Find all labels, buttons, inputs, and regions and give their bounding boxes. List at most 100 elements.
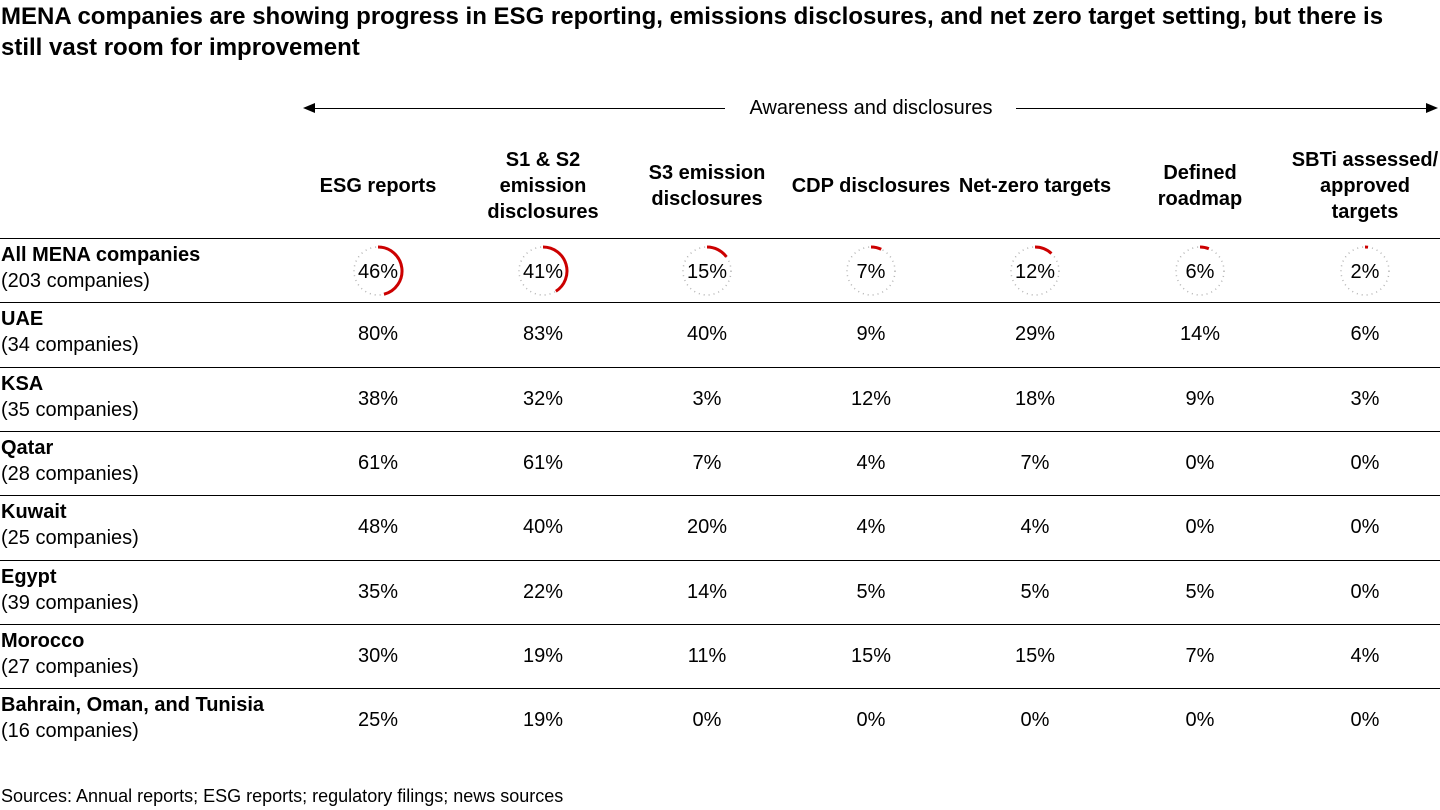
- cell-value: 5%: [1020, 580, 1050, 603]
- cell-value: 0%: [1350, 709, 1380, 732]
- row-sublabel: (28 companies): [1, 462, 139, 485]
- cell-value: 80%: [357, 323, 399, 346]
- arrow-left-icon: [303, 103, 315, 113]
- row-name: UAE: [1, 308, 44, 331]
- cell-value: 0%: [1185, 516, 1215, 539]
- cell-value: 30%: [357, 644, 399, 667]
- cell-value: 4%: [1350, 644, 1380, 667]
- gauge-track: [1010, 246, 1060, 296]
- row-label-all-mena-companies: All MENA companies (203 companies): [1, 242, 200, 294]
- row-name: Qatar: [1, 436, 54, 459]
- row-name: All MENA companies: [1, 244, 201, 266]
- row-divider: [0, 495, 1440, 497]
- row-label-uae: UAE (34 companies): [1, 306, 139, 358]
- row-divider: [0, 559, 1440, 561]
- column-header-esg-reports: ESG reports: [319, 175, 437, 197]
- cell-value: 0%: [692, 709, 722, 732]
- gauge-esg-reports: 46%: [353, 245, 404, 296]
- gauge-track: [846, 246, 896, 296]
- cell-value: 7%: [692, 451, 722, 474]
- row-divider: [0, 688, 1440, 690]
- gauge-cdp-disclosures: 7%: [846, 245, 896, 296]
- gauge-s1-s2-emission-disclosures: 41%: [518, 245, 569, 296]
- cell-value: 0%: [856, 709, 886, 732]
- row-label-qatar: Qatar (28 companies): [1, 435, 139, 487]
- cell-value: 14%: [1179, 323, 1221, 346]
- cell-value: 18%: [1014, 387, 1056, 410]
- cell-value: 48%: [357, 516, 399, 539]
- cell-value: 6%: [1186, 261, 1215, 283]
- column-header-sbti-assessed-approved-targets: SBTi assessed/ approved targets: [1291, 149, 1439, 223]
- column-group-label: Awareness and disclosures: [749, 97, 993, 119]
- cell-value: 0%: [1350, 451, 1380, 474]
- row-label-morocco: Morocco (27 companies): [1, 628, 139, 680]
- cell-value: 25%: [357, 709, 399, 732]
- arrow-right-icon: [1426, 103, 1438, 113]
- cell-value: 3%: [692, 387, 722, 410]
- cell-value: 15%: [687, 261, 727, 283]
- cell-value: 83%: [522, 323, 564, 346]
- cell-value: 35%: [357, 580, 399, 603]
- gauge-arc: [870, 245, 882, 251]
- cell-value: 11%: [687, 644, 727, 667]
- cell-value: 40%: [686, 323, 728, 346]
- row-sublabel: (35 companies): [1, 398, 139, 421]
- cell-value: 7%: [1185, 644, 1215, 667]
- source-note: Sources: Annual reports; ESG reports; re…: [1, 786, 564, 806]
- row-sublabel: (34 companies): [1, 334, 139, 357]
- row-label-bahrain-oman-and-tunisia: Bahrain, Oman, and Tunisia (16 companies): [1, 692, 264, 744]
- row-divider: [0, 623, 1440, 625]
- cell-value: 4%: [856, 451, 886, 474]
- row-divider: [0, 302, 1440, 304]
- row-divider: [0, 366, 1440, 368]
- cell-value: 6%: [1350, 323, 1380, 346]
- gauge-track: [1175, 246, 1225, 296]
- row-label-ksa: KSA (35 companies): [1, 371, 139, 423]
- cell-value: 12%: [850, 387, 892, 410]
- row-name: KSA: [1, 372, 44, 395]
- gauge-arc: [1034, 245, 1053, 255]
- column-header-defined-roadmap: Defined roadmap: [1157, 162, 1243, 210]
- row-sublabel: (203 companies): [1, 270, 150, 292]
- cell-value: 9%: [1185, 387, 1215, 410]
- cell-value: 29%: [1014, 323, 1056, 346]
- column-header-s3-emission-disclosures: S3 emission disclosures: [648, 162, 766, 210]
- row-sublabel: (25 companies): [1, 527, 139, 550]
- cell-value: 0%: [1350, 516, 1380, 539]
- row-sublabel: (39 companies): [1, 591, 139, 614]
- cell-value: 61%: [522, 451, 564, 474]
- chart-title: MENA companies are showing progress in E…: [1, 3, 1384, 61]
- cell-value: 0%: [1020, 709, 1050, 732]
- row-name: Egypt: [1, 565, 57, 588]
- row-name: Morocco: [1, 629, 85, 652]
- cell-value: 3%: [1350, 387, 1380, 410]
- cell-value: 15%: [850, 644, 892, 667]
- cell-value: 9%: [856, 323, 886, 346]
- cell-value: 7%: [1020, 451, 1050, 474]
- cell-value: 19%: [522, 709, 564, 732]
- gauge-arc: [1199, 245, 1210, 251]
- row-label-kuwait: Kuwait (25 companies): [1, 499, 139, 551]
- column-header-s1-s2-emission-disclosures: S1 & S2 emission disclosures: [487, 149, 599, 223]
- gauge-track: [682, 246, 732, 296]
- gauge-track: [1340, 246, 1390, 296]
- cell-value: 14%: [686, 580, 728, 603]
- cell-value: 22%: [522, 580, 564, 603]
- cell-value: 40%: [522, 516, 564, 539]
- cell-value: 38%: [357, 387, 399, 410]
- row-sublabel: (27 companies): [1, 655, 139, 678]
- cell-value: 0%: [1185, 451, 1215, 474]
- gauge-arc: [377, 245, 404, 296]
- row-divider: [0, 430, 1440, 432]
- cell-value: 19%: [522, 644, 564, 667]
- cell-value: 46%: [358, 261, 398, 283]
- column-header-net-zero-targets: Net-zero targets: [958, 175, 1112, 197]
- cell-value: 4%: [856, 516, 886, 539]
- row-name: Kuwait: [1, 501, 67, 524]
- row-name: Bahrain, Oman, and Tunisia: [1, 694, 265, 717]
- row-label-egypt: Egypt (39 companies): [1, 564, 139, 616]
- cell-value: 20%: [686, 516, 728, 539]
- column-header-cdp-disclosures: CDP disclosures: [791, 175, 951, 197]
- cell-value: 12%: [1015, 261, 1055, 283]
- gauge-arc: [542, 245, 569, 293]
